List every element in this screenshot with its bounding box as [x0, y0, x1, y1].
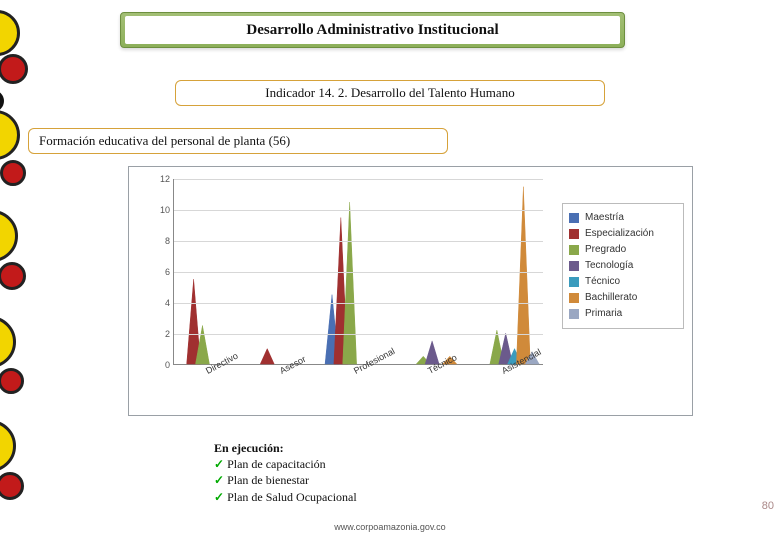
- chart-peak: [343, 202, 357, 364]
- chart-plot-area: 024681012: [173, 179, 543, 365]
- execution-item: Plan de bienestar: [214, 472, 357, 488]
- execution-item: Plan de capacitación: [214, 456, 357, 472]
- legend-swatch: [569, 245, 579, 255]
- section-box: Formación educativa del personal de plan…: [28, 128, 448, 154]
- footer-url: www.corpoamazonia.gov.co: [0, 522, 780, 532]
- y-tick: 12: [152, 174, 170, 184]
- legend-item: Especialización: [569, 226, 677, 242]
- legend-swatch: [569, 261, 579, 271]
- legend-item: Pregrado: [569, 242, 677, 258]
- y-tick: 4: [152, 298, 170, 308]
- legend-label: Primaria: [585, 306, 622, 322]
- legend-swatch: [569, 277, 579, 287]
- decorative-beads: [0, 10, 25, 530]
- chart-peak: [260, 349, 274, 364]
- y-tick: 0: [152, 360, 170, 370]
- legend-label: Tecnología: [585, 258, 633, 274]
- legend-label: Técnico: [585, 274, 620, 290]
- legend-item: Bachillerato: [569, 290, 677, 306]
- legend-label: Pregrado: [585, 242, 626, 258]
- legend-swatch: [569, 213, 579, 223]
- title-banner: Desarrollo Administrativo Institucional: [120, 12, 625, 48]
- y-tick: 8: [152, 236, 170, 246]
- legend-label: Bachillerato: [585, 290, 637, 306]
- legend-label: Especialización: [585, 226, 654, 242]
- execution-block: En ejecución: Plan de capacitación Plan …: [214, 440, 357, 505]
- legend-swatch: [569, 229, 579, 239]
- chart-peak: [516, 187, 530, 364]
- chart-container: 024681012 MaestríaEspecializaciónPregrad…: [128, 166, 693, 416]
- chart-legend: MaestríaEspecializaciónPregradoTecnologí…: [562, 203, 684, 329]
- page-number: 80: [762, 500, 774, 512]
- legend-swatch: [569, 293, 579, 303]
- legend-item: Primaria: [569, 306, 677, 322]
- y-tick: 6: [152, 267, 170, 277]
- y-tick: 10: [152, 205, 170, 215]
- subtitle-box: Indicador 14. 2. Desarrollo del Talento …: [175, 80, 605, 106]
- page-title: Desarrollo Administrativo Institucional: [125, 16, 620, 44]
- execution-heading: En ejecución:: [214, 440, 357, 456]
- legend-item: Técnico: [569, 274, 677, 290]
- y-tick: 2: [152, 329, 170, 339]
- legend-swatch: [569, 309, 579, 319]
- legend-item: Maestría: [569, 210, 677, 226]
- execution-item: Plan de Salud Ocupacional: [214, 489, 357, 505]
- legend-label: Maestría: [585, 210, 624, 226]
- legend-item: Tecnología: [569, 258, 677, 274]
